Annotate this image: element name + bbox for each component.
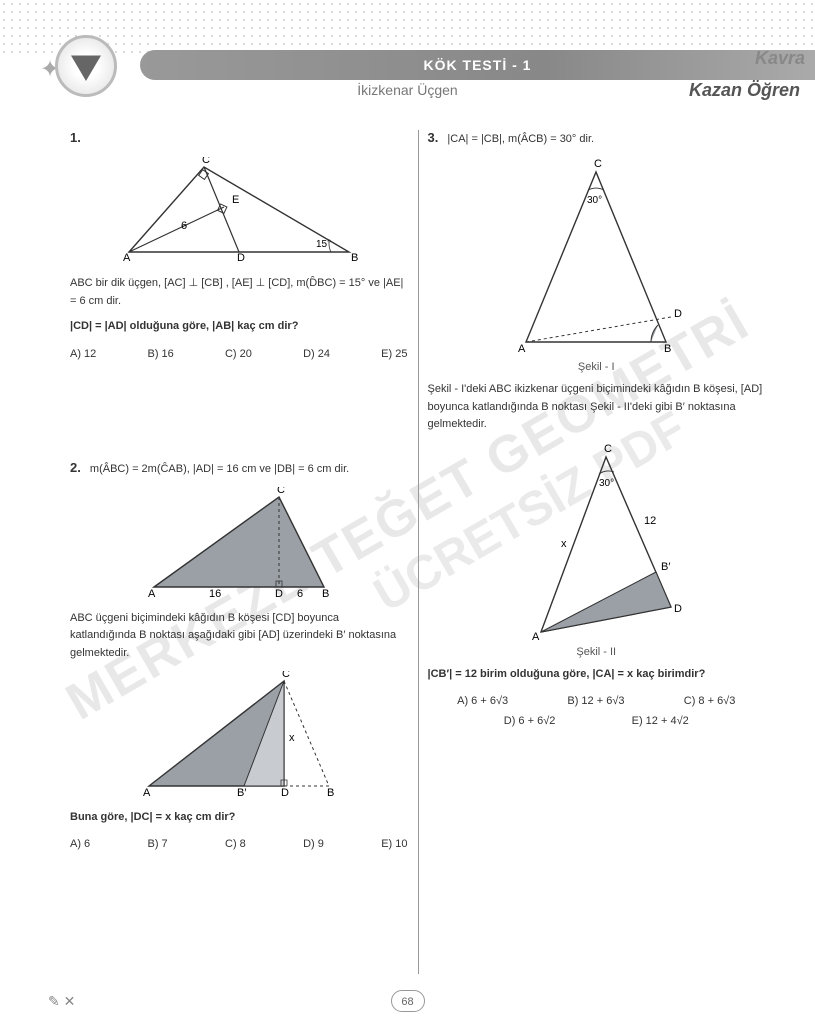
svg-text:B′: B′: [661, 561, 670, 573]
test-title: KÖK TESTİ - 1: [424, 57, 532, 73]
svg-text:B: B: [322, 588, 329, 600]
left-column: 1. A D B C E 6 15° ABC bir: [60, 130, 418, 974]
q1-choice-e: E) 25: [381, 348, 407, 360]
svg-text:30°: 30°: [599, 478, 614, 489]
svg-text:x: x: [289, 732, 295, 744]
q2-desc-pre: m(ÂBC) = 2m(ĈAB), |AD| = 16 cm ve |DB|…: [90, 463, 349, 475]
q1-choice-c: C) 20: [225, 348, 252, 360]
q2-choice-c: C) 8: [225, 838, 246, 850]
q2-desc-post: ABC üçgeni biçimindeki kâğıdın B köşesi …: [70, 610, 408, 663]
q3-desc-mid: Şekil - I'deki ABC ikizkenar üçgeni biçi…: [428, 381, 766, 434]
svg-text:D: D: [674, 308, 682, 320]
brand-kazan: Kazan Öğren: [689, 80, 800, 101]
svg-text:30°: 30°: [587, 195, 602, 206]
q3-desc-top: |CA| = |CB|, m(ÂCB) = 30° dir.: [447, 133, 594, 145]
q1-choice-b: B) 16: [147, 348, 173, 360]
column-divider: [418, 130, 419, 974]
q3-choices: A) 6 + 6√3 B) 12 + 6√3 C) 8 + 6√3 D) 6 +…: [428, 695, 766, 727]
q2-number: 2.: [70, 460, 81, 475]
q3-choice-b: B) 12 + 6√3: [567, 695, 624, 707]
q1-desc: ABC bir dik üçgen, [AC] ⊥ [CB] , [AE] ⊥ …: [70, 275, 408, 310]
q1-label-B: B: [351, 252, 358, 264]
svg-text:C: C: [594, 158, 602, 170]
dotted-background: [0, 0, 815, 55]
svg-text:C: C: [604, 443, 612, 455]
right-column: 3. |CA| = |CB|, m(ÂCB) = 30° dir. 30° A…: [418, 130, 776, 974]
q3-figure-1: 30° A B C D Şekil - I: [428, 157, 766, 373]
svg-text:B: B: [327, 787, 334, 799]
logo-triangle-icon: [71, 51, 101, 81]
svg-text:A: A: [518, 343, 526, 355]
q3-choice-e: E) 12 + 4√2: [632, 715, 689, 727]
q3-fig2-label: Şekil - II: [428, 646, 766, 658]
q2-choices: A) 6 B) 7 C) 8 D) 9 E) 10: [70, 838, 408, 850]
svg-text:6: 6: [297, 588, 303, 600]
svg-text:C: C: [277, 487, 285, 496]
page-number: 68: [391, 990, 425, 1012]
q3-choice-d: D) 6 + 6√2: [504, 715, 556, 727]
q1-choice-d: D) 24: [303, 348, 330, 360]
content-area: 1. A D B C E 6 15° ABC bir: [60, 130, 775, 974]
svg-text:A: A: [148, 588, 156, 600]
svg-text:A: A: [143, 787, 151, 799]
q1-label-A: A: [123, 252, 131, 264]
q1-label-E: E: [232, 194, 239, 206]
q2-figure-1: A D B C 16 6: [70, 487, 408, 602]
svg-text:x: x: [561, 538, 567, 550]
footer: 68: [0, 990, 815, 1012]
q1-figure: A D B C E 6 15°: [70, 157, 408, 267]
q3-figure-2: 30° A C D B′ x 12 Şekil - II: [428, 442, 766, 658]
svg-text:B′: B′: [237, 787, 246, 799]
question-3: 3. |CA| = |CB|, m(ÂCB) = 30° dir. 30° A…: [428, 130, 766, 727]
q2-choice-a: A) 6: [70, 838, 90, 850]
svg-text:12: 12: [644, 515, 656, 527]
brand-kavra: Kavra: [755, 48, 805, 69]
svg-text:16: 16: [209, 588, 221, 600]
question-1: 1. A D B C E 6 15° ABC bir: [70, 130, 408, 360]
q2-choice-d: D) 9: [303, 838, 324, 850]
q1-label-D: D: [237, 252, 245, 264]
q1-choices: A) 12 B) 16 C) 20 D) 24 E) 25: [70, 348, 408, 360]
q2-figure-2: A B′ D B C x: [70, 671, 408, 801]
q2-choice-b: B) 7: [148, 838, 168, 850]
q2-choice-e: E) 10: [381, 838, 407, 850]
q3-choice-a: A) 6 + 6√3: [457, 695, 508, 707]
svg-text:D: D: [281, 787, 289, 799]
q1-ask: |CD| = |AD| olduğuna göre, |AB| kaç cm d…: [70, 318, 408, 336]
svg-text:D: D: [674, 603, 682, 615]
svg-text:A: A: [532, 631, 540, 642]
q3-ask: |CB′| = 12 birim olduğuna göre, |CA| = x…: [428, 666, 766, 684]
q1-choice-a: A) 12: [70, 348, 96, 360]
q2-ask: Buna göre, |DC| = x kaç cm dir?: [70, 809, 408, 827]
q3-number: 3.: [428, 130, 439, 145]
svg-text:C: C: [282, 671, 290, 680]
q3-choice-c: C) 8 + 6√3: [684, 695, 736, 707]
q1-label-C: C: [202, 157, 210, 166]
q1-len-6: 6: [181, 220, 187, 232]
svg-text:D: D: [275, 588, 283, 600]
header-band: KÖK TESTİ - 1: [140, 50, 815, 80]
q3-fig1-label: Şekil - I: [428, 361, 766, 373]
question-2: 2. m(ÂBC) = 2m(ĈAB), |AD| = 16 cm ve |…: [70, 460, 408, 850]
q1-number: 1.: [70, 130, 81, 145]
svg-text:B: B: [664, 343, 671, 355]
